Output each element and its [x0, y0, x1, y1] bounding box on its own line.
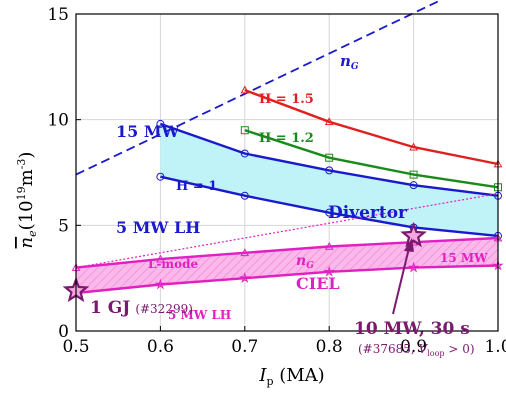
- x-tick-label: 0.7: [231, 337, 258, 357]
- series-ng_low: [75, 193, 499, 269]
- y-tick-label: 10: [47, 111, 69, 131]
- data-point: [409, 142, 418, 151]
- series-line: [160, 122, 499, 197]
- mw5lh-label: 5 MW LH: [116, 218, 200, 237]
- series-line: [75, 0, 444, 176]
- x-axis-label: Ip (MA): [258, 365, 324, 388]
- ng-top-label: nG: [340, 52, 359, 72]
- series-h15: [240, 85, 503, 168]
- ciel-15mw-label: 15 MW: [440, 251, 488, 265]
- gj-label: 1 GJ (#32299): [90, 298, 193, 318]
- data-point: [325, 208, 334, 217]
- mw10-label: 10 MW, 30 s: [354, 319, 470, 339]
- series-line: [244, 129, 499, 189]
- series-h1_15mw: [156, 119, 502, 200]
- data-point: [407, 261, 420, 273]
- y-tick-label: 15: [47, 5, 69, 25]
- series-line: [160, 175, 499, 238]
- data-point: [323, 265, 335, 277]
- data-point: [324, 117, 334, 126]
- regions: [76, 123, 498, 293]
- x-tick-label: 0.9: [400, 337, 427, 357]
- annotations: nG H = 1.5 H = 1.2 H = 1 15 MW 5 MW LH D…: [90, 52, 488, 358]
- data-point: [325, 153, 334, 162]
- series-line: [244, 88, 499, 166]
- y-tick-label: 5: [58, 216, 69, 236]
- mw10-shot-label: (#37685, Vloop > 0): [358, 342, 475, 358]
- data-point: [154, 278, 167, 290]
- highlight-point-pt_10mw: [400, 221, 427, 248]
- divertor-region: [160, 123, 498, 236]
- series-line: [75, 236, 499, 269]
- series-ng_high: [75, 0, 444, 176]
- h1-label: H = 1: [176, 179, 217, 194]
- series-line: [75, 264, 499, 295]
- data-point: [409, 181, 418, 190]
- lmode-label: L-mode: [148, 257, 199, 271]
- mw10-arrow: [392, 238, 414, 315]
- data-point: [240, 85, 250, 94]
- data-point: [156, 254, 165, 263]
- ciel-region: [76, 238, 498, 293]
- ng-pink-label: nG: [296, 253, 314, 271]
- data-point: [239, 272, 251, 283]
- x-tick-label: 0.6: [147, 337, 174, 357]
- series-ciel_5mwlh: [70, 259, 504, 298]
- data-point: [240, 126, 249, 135]
- h15-label: H = 1.5: [259, 92, 314, 107]
- data-point: [324, 241, 334, 250]
- data-point: [240, 191, 249, 200]
- data-point: [240, 149, 249, 158]
- series-line: [75, 193, 499, 269]
- y-tick-label: 0: [58, 322, 69, 342]
- h12-label: H = 1.2: [259, 131, 314, 146]
- axes: 0.5 0.6 0.7 0.8 0.9 1.0 0 5 10 15: [47, 5, 506, 357]
- data-point: [240, 248, 250, 257]
- data-point: [325, 166, 334, 175]
- ciel-5mwlh-label: 5 MW LH: [168, 308, 231, 322]
- plot-frame: [75, 13, 499, 332]
- data-point: [409, 170, 418, 179]
- x-tick-label: 0.8: [316, 337, 343, 357]
- ciel-label: CIEL: [296, 274, 340, 293]
- svg-text:Ip (MA): Ip (MA): [258, 365, 324, 388]
- x-tick-label: 1.0: [484, 337, 506, 357]
- series-h12: [240, 126, 502, 192]
- y-axis-label: ne(1019m-3): [15, 152, 39, 249]
- divertor-label: Divertor: [328, 203, 408, 223]
- mw15-label: 15 MW: [116, 122, 181, 141]
- data-point: [156, 172, 165, 181]
- x-tick-label: 0.5: [62, 337, 89, 357]
- data-point: [156, 119, 165, 128]
- svg-text:ne(1019m-3): ne(1019m-3): [15, 152, 39, 249]
